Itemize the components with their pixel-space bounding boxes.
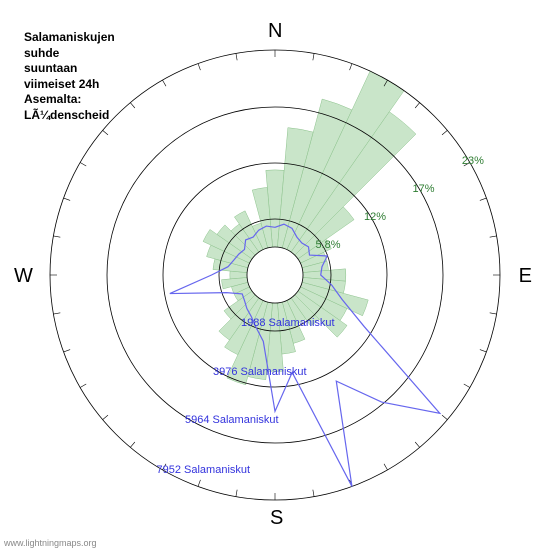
compass-e: E <box>519 265 532 288</box>
strike-label: 5964 Salamaniskut <box>185 414 279 426</box>
strike-label: 3976 Salamaniskut <box>213 366 307 378</box>
strike-label: 1988 Salamaniskut <box>241 317 335 329</box>
chart-title: Salamaniskujensuhdesuuntaanviimeiset 24h… <box>24 30 115 124</box>
footer-text: www.lightningmaps.org <box>4 538 97 548</box>
pct-label: 5.8% <box>315 239 340 251</box>
compass-w: W <box>14 265 33 288</box>
compass-n: N <box>268 20 282 43</box>
compass-s: S <box>270 507 283 530</box>
pct-label: 23% <box>462 155 484 167</box>
strike-label: 7952 Salamaniskut <box>157 464 251 476</box>
pct-label: 17% <box>412 183 434 195</box>
pct-label: 12% <box>364 211 386 223</box>
